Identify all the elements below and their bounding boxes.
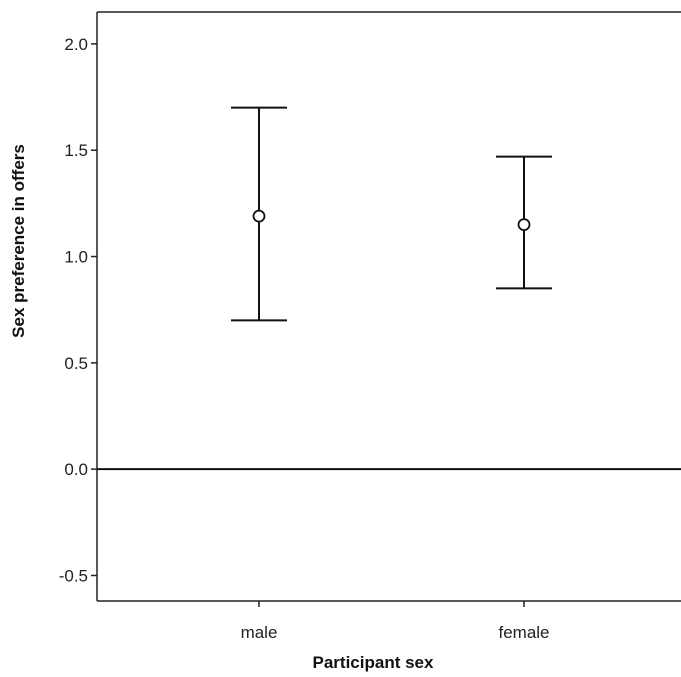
x-tick-label-male: male — [241, 623, 278, 642]
y-axis: -0.5 0.0 0.5 1.0 1.5 2.0 — [59, 35, 97, 585]
y-tick-label: 1.5 — [64, 141, 88, 160]
y-axis-title: Sex preference in offers — [9, 144, 28, 338]
y-tick-label: 0.5 — [64, 354, 88, 373]
y-tick-label: 0.0 — [64, 460, 88, 479]
mean-point-female — [517, 218, 531, 232]
x-axis: male female — [241, 601, 550, 642]
y-tick-label: -0.5 — [59, 566, 88, 585]
data-marks — [231, 106, 552, 322]
x-axis-title: Participant sex — [313, 653, 434, 672]
plot-frame — [96, 11, 681, 602]
mean-point-male — [252, 209, 266, 223]
x-tick-label-female: female — [498, 623, 549, 642]
y-tick-label: 1.0 — [64, 248, 88, 267]
y-tick-label: 2.0 — [64, 35, 88, 54]
